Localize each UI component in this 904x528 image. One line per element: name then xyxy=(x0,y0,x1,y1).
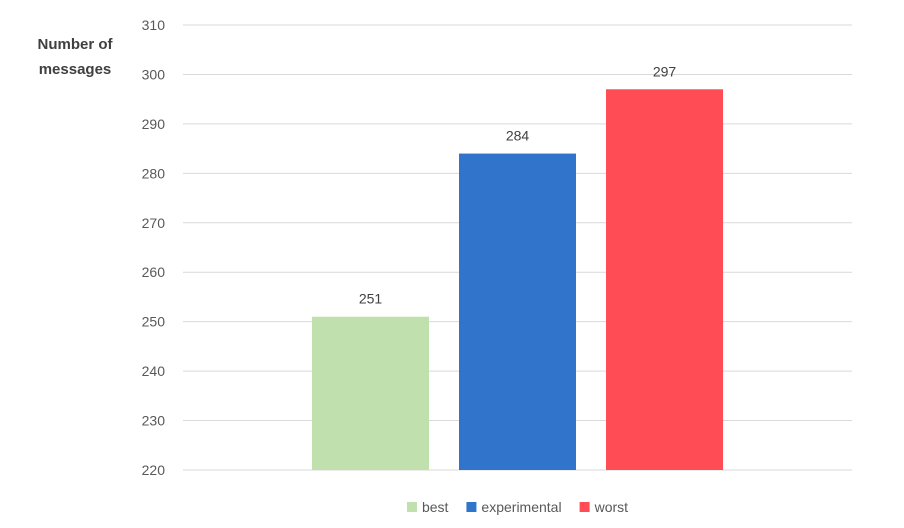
y-axis-ticks: 220 230 240 250 260 270 280 290 300 310 xyxy=(142,17,166,478)
legend-item-experimental: experimental xyxy=(466,499,562,515)
legend-label: worst xyxy=(594,499,629,515)
y-tick-label: 270 xyxy=(142,215,166,231)
legend-swatch xyxy=(406,502,417,512)
bar-worst xyxy=(606,89,723,471)
bars xyxy=(312,89,723,471)
legend-item-best: best xyxy=(406,499,449,515)
y-axis-label-line-2: messages xyxy=(39,61,112,78)
legend-item-worst: worst xyxy=(579,499,629,515)
y-tick-label: 280 xyxy=(142,165,166,181)
data-label-worst: 297 xyxy=(653,63,677,79)
legend: best experimental worst xyxy=(406,499,629,515)
data-labels: 251 284 297 xyxy=(359,63,677,306)
legend-label: experimental xyxy=(481,499,561,515)
y-axis-label: Number of messages xyxy=(38,36,114,78)
y-tick-label: 260 xyxy=(142,264,166,280)
y-tick-label: 230 xyxy=(142,413,166,429)
y-tick-label: 250 xyxy=(142,314,166,330)
data-label-experimental: 284 xyxy=(506,128,530,144)
legend-swatch xyxy=(466,502,477,512)
y-tick-label: 310 xyxy=(142,17,166,33)
y-tick-label: 300 xyxy=(142,66,166,82)
bar-best xyxy=(312,316,429,470)
data-label-best: 251 xyxy=(359,291,383,307)
y-axis-label-line-1: Number of xyxy=(38,36,114,53)
y-tick-label: 220 xyxy=(142,462,166,478)
legend-swatch xyxy=(579,502,590,512)
legend-label: best xyxy=(422,499,449,515)
bar-experimental xyxy=(459,153,576,471)
y-tick-label: 290 xyxy=(142,116,166,132)
y-tick-label: 240 xyxy=(142,363,166,379)
